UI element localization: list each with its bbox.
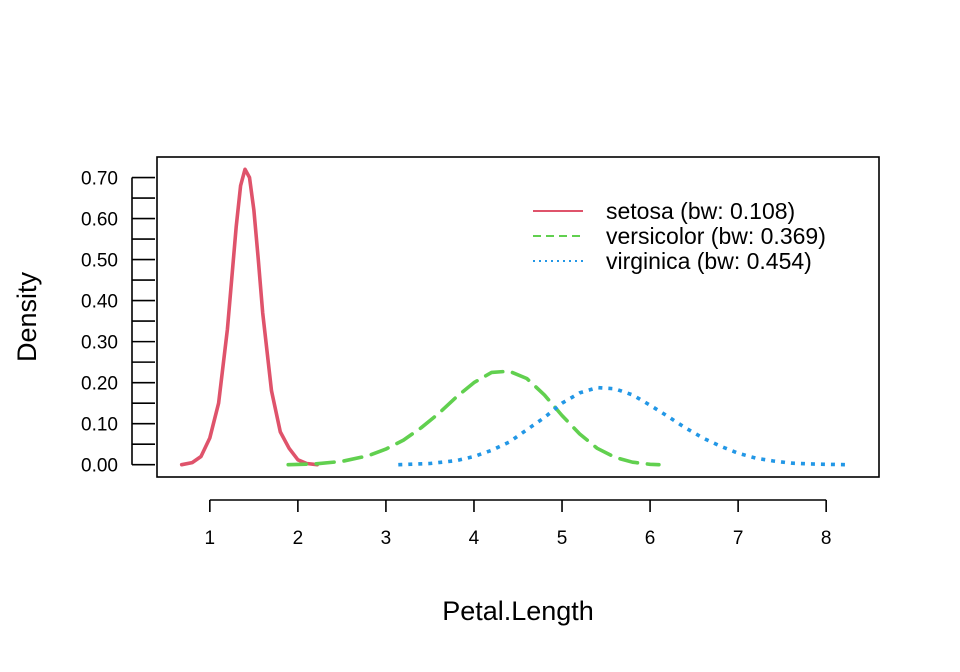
- x-tick-label: 5: [557, 528, 568, 549]
- y-axis: 0.00 0.10 0.20 0.30 0.40 0.50 0.60 0.70: [81, 169, 155, 477]
- y-axis-title: Density: [12, 271, 42, 362]
- plot-frame: [156, 156, 880, 478]
- legend: setosa (bw: 0.108)versicolor (bw: 0.369)…: [533, 198, 826, 274]
- x-tick-label: 1: [205, 528, 216, 549]
- x-tick-label: 4: [469, 528, 480, 549]
- series-line-1: [286, 369, 661, 467]
- y-tick-label: 0.60: [81, 210, 118, 231]
- x-tick-label: 2: [293, 528, 304, 549]
- y-tick-label: 0.40: [81, 292, 118, 313]
- x-axis: 1 2 3 4 5 6 7 8: [205, 499, 832, 549]
- legend-label-0: setosa (bw: 0.108): [606, 198, 795, 224]
- y-tick-label: 0.70: [81, 169, 118, 190]
- y-tick-label: 0.20: [81, 374, 118, 395]
- x-axis-title: Petal.Length: [442, 596, 594, 626]
- y-tick-label: 0.10: [81, 415, 118, 436]
- y-tick-label: 0.30: [81, 333, 118, 354]
- x-tick-label: 3: [381, 528, 392, 549]
- series-line-2: [398, 385, 846, 467]
- legend-label-2: virginica (bw: 0.454): [606, 248, 812, 274]
- x-tick-label: 7: [733, 528, 744, 549]
- x-tick-label: 6: [645, 528, 656, 549]
- y-tick-label: 0.50: [81, 251, 118, 272]
- legend-label-1: versicolor (bw: 0.369): [606, 223, 826, 249]
- series-line-0: [179, 167, 319, 467]
- y-tick-label: 0.00: [81, 456, 118, 477]
- x-tick-label: 8: [821, 528, 832, 549]
- series-layer: [179, 167, 846, 467]
